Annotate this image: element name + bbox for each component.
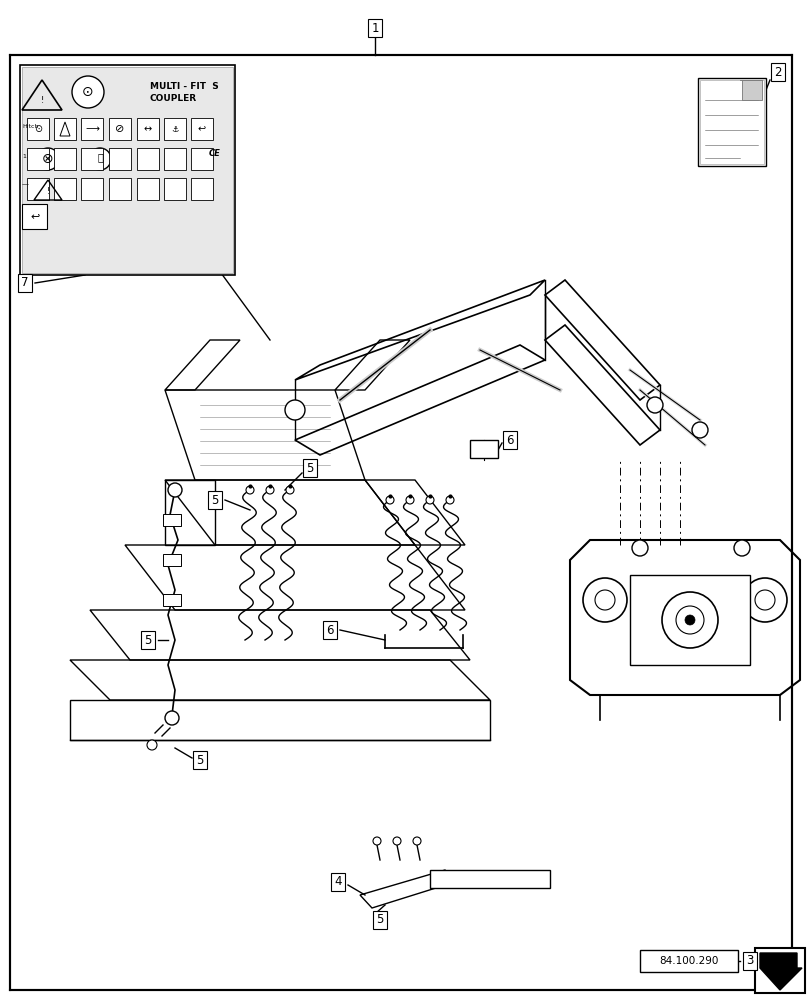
Circle shape (426, 496, 433, 504)
Bar (81, 148, 103, 170)
Text: MULTI - FIT  S
COUPLER: MULTI - FIT S COUPLER (150, 82, 218, 103)
Bar (430, 870, 549, 888)
Bar (54, 178, 76, 200)
Circle shape (594, 590, 614, 610)
Text: 1: 1 (22, 154, 26, 159)
Polygon shape (759, 953, 801, 990)
Circle shape (37, 148, 59, 170)
Bar (109, 148, 131, 170)
Bar (20, 65, 234, 275)
Text: 4: 4 (334, 876, 341, 888)
Circle shape (72, 76, 104, 108)
Circle shape (393, 837, 401, 845)
Bar (137, 178, 159, 200)
Circle shape (413, 837, 420, 845)
Bar (697, 78, 765, 166)
Text: 5: 5 (375, 913, 384, 926)
Text: ⊙: ⊙ (82, 85, 94, 99)
Text: 6: 6 (326, 624, 333, 637)
Circle shape (89, 148, 111, 170)
Text: !: ! (46, 188, 49, 196)
Bar (163, 514, 181, 526)
Bar (163, 594, 181, 606)
Text: !: ! (41, 96, 44, 105)
Text: 2: 2 (774, 66, 781, 79)
Text: 5: 5 (306, 462, 313, 475)
Text: ⚓: ⚓ (171, 125, 178, 134)
Circle shape (285, 400, 305, 420)
Bar (22, 67, 233, 273)
Bar (164, 118, 186, 140)
Text: Hitch: Hitch (22, 124, 38, 129)
Circle shape (285, 486, 294, 494)
Circle shape (733, 540, 749, 556)
Circle shape (676, 606, 703, 634)
Text: 7: 7 (21, 276, 28, 290)
Text: ⊘: ⊘ (115, 124, 125, 134)
Circle shape (385, 496, 393, 504)
Text: ↩: ↩ (198, 124, 206, 134)
Bar (54, 148, 76, 170)
Circle shape (742, 578, 786, 622)
Text: 6: 6 (505, 434, 513, 446)
Bar (109, 118, 131, 140)
Circle shape (406, 496, 414, 504)
Circle shape (168, 483, 182, 497)
Bar (699, 80, 763, 164)
Bar (191, 178, 212, 200)
Text: ⟶: ⟶ (85, 124, 99, 134)
Circle shape (691, 422, 707, 438)
Circle shape (582, 578, 626, 622)
Bar (27, 178, 49, 200)
Text: 1: 1 (371, 22, 378, 35)
Circle shape (372, 837, 380, 845)
Circle shape (445, 496, 453, 504)
Bar (164, 148, 186, 170)
Text: —: — (22, 181, 29, 187)
Bar (470, 440, 497, 458)
Bar (754, 948, 804, 993)
Bar (109, 178, 131, 200)
Circle shape (684, 615, 694, 625)
Text: CE: CE (208, 149, 221, 158)
Circle shape (646, 397, 663, 413)
Bar (741, 80, 761, 100)
Bar (163, 554, 181, 566)
Circle shape (266, 486, 273, 494)
Circle shape (754, 590, 774, 610)
Text: 3: 3 (745, 954, 753, 967)
Text: 84.100.290: 84.100.290 (659, 956, 718, 966)
Bar (137, 148, 159, 170)
Text: ⊙: ⊙ (34, 124, 42, 134)
Text: 5: 5 (196, 754, 204, 766)
Text: 5: 5 (211, 493, 218, 506)
Bar (27, 148, 49, 170)
Bar (639, 950, 737, 972)
Text: ↩: ↩ (30, 211, 40, 221)
Bar (191, 148, 212, 170)
Text: 🔒: 🔒 (97, 152, 103, 162)
Circle shape (147, 740, 157, 750)
Text: ⊗: ⊗ (42, 152, 54, 166)
Bar (629, 575, 749, 665)
Bar (137, 118, 159, 140)
Bar (22, 204, 47, 229)
Bar (81, 178, 103, 200)
Text: 5: 5 (144, 634, 152, 647)
Bar (191, 118, 212, 140)
Bar (27, 118, 49, 140)
Bar (81, 118, 103, 140)
Circle shape (661, 592, 717, 648)
Circle shape (165, 711, 178, 725)
Bar (164, 178, 186, 200)
Circle shape (246, 486, 254, 494)
Circle shape (631, 540, 647, 556)
Text: ↔: ↔ (144, 124, 152, 134)
Bar (54, 118, 76, 140)
